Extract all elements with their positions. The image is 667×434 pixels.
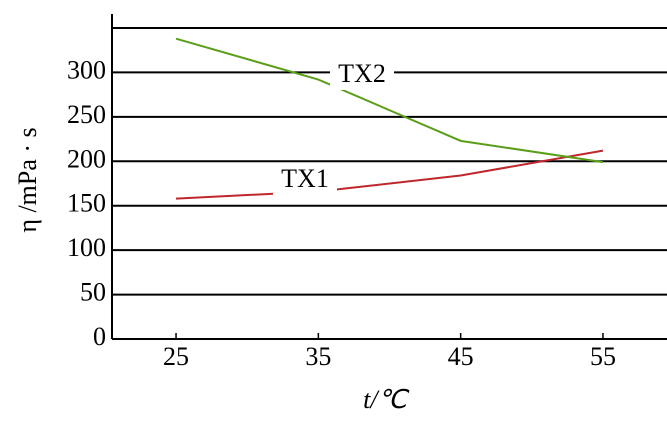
- y-tick-label: 0: [93, 322, 106, 351]
- x-tick-label: 35: [305, 342, 331, 371]
- label-bg: [273, 167, 337, 195]
- series-label: TX2: [338, 59, 386, 88]
- y-tick-label: 200: [67, 144, 106, 173]
- series-label: TX1: [281, 164, 329, 193]
- y-axis-label: η /mPa · s: [13, 127, 42, 232]
- x-axis-label: t/℃: [363, 385, 409, 414]
- x-tick-label: 45: [448, 342, 474, 371]
- y-tick-label: 100: [67, 233, 106, 262]
- series-line: [175, 149, 604, 200]
- x-tick-label: 55: [590, 342, 616, 371]
- y-tick-label: 50: [80, 278, 106, 307]
- y-tick-label: 300: [67, 55, 106, 84]
- label-bg: [330, 62, 394, 90]
- series-line: [175, 37, 604, 164]
- x-tick-label: 25: [163, 342, 189, 371]
- y-tick-label: 150: [67, 189, 106, 218]
- y-tick-label: 250: [67, 100, 106, 129]
